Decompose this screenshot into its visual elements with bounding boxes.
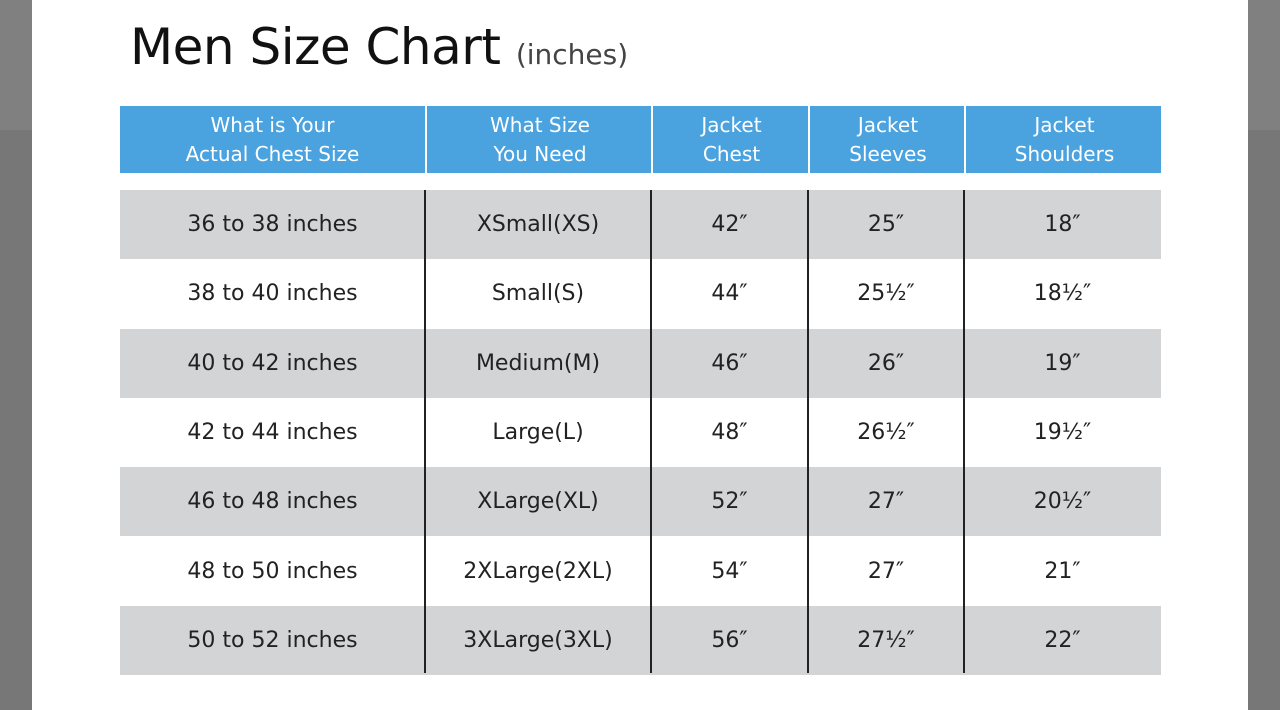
table-cell: 40 to 42 inches xyxy=(187,350,358,376)
table-cell: 26″ xyxy=(867,350,905,376)
column-divider xyxy=(424,190,426,673)
table-cell: 42 to 44 inches xyxy=(187,419,358,445)
table-row: 48 to 50 inches 2XLarge(2XL) 54″ 27″ 21″ xyxy=(120,537,1161,606)
table-cell: 18″ xyxy=(1044,212,1081,237)
table-cell: 25″ xyxy=(867,212,905,237)
table-cell: Small(S) xyxy=(491,281,585,307)
table-cell: 46 to 48 inches xyxy=(187,489,358,515)
table-cell: 20½″ xyxy=(1033,489,1092,515)
table-cell: 25½″ xyxy=(857,281,915,307)
table-cell: 42″ xyxy=(711,212,748,237)
table-cell: 50 to 52 inches xyxy=(187,627,358,653)
table-row: 46 to 48 inches XLarge(XL) 52″ 27″ 20½″ xyxy=(120,467,1161,537)
page-title: Men Size Chart (inches) xyxy=(130,18,628,76)
table-row: 50 to 52 inches 3XLarge(3XL) 56″ 27½″ 22″ xyxy=(120,605,1161,675)
column-divider xyxy=(963,190,965,673)
table-cell: 36 to 38 inches xyxy=(187,212,358,237)
column-divider xyxy=(650,190,652,673)
table-cell: 27½″ xyxy=(857,627,915,653)
table-cell: 27″ xyxy=(867,489,905,515)
table-cell: 18½″ xyxy=(1033,281,1092,307)
column-header: Jacket Chest xyxy=(651,106,810,173)
table-cell: 48″ xyxy=(711,419,748,445)
table-cell: Medium(M) xyxy=(475,350,601,376)
size-chart-modal: Men Size Chart (inches) What is Your Act… xyxy=(32,0,1248,710)
table-cell: 2XLarge(2XL) xyxy=(463,558,613,584)
table-cell: 56″ xyxy=(711,627,748,653)
column-header: Jacket Sleeves xyxy=(808,106,966,173)
table-cell: 22″ xyxy=(1044,627,1081,653)
table-row: 42 to 44 inches Large(L) 48″ 26½″ 19½″ xyxy=(120,398,1161,467)
table-cell: 26½″ xyxy=(857,419,915,445)
table-cell: 48 to 50 inches xyxy=(187,558,358,584)
table-cell: 21″ xyxy=(1044,558,1081,584)
table-row: 36 to 38 inches XSmall(XS) 42″ 25″ 18″ xyxy=(120,190,1161,259)
column-header: What Size You Need xyxy=(425,106,653,173)
table-cell: XLarge(XL) xyxy=(477,489,599,515)
table-cell: XSmall(XS) xyxy=(476,212,600,237)
table-row: 40 to 42 inches Medium(M) 46″ 26″ 19″ xyxy=(120,328,1161,398)
table-cell: 19″ xyxy=(1044,350,1081,376)
table-row: 38 to 40 inches Small(S) 44″ 25½″ 18½″ xyxy=(120,259,1161,328)
column-header: Jacket Shoulders xyxy=(964,106,1163,173)
title-text: Men Size Chart xyxy=(130,18,501,76)
table-cell: 27″ xyxy=(867,558,905,584)
table-cell: 46″ xyxy=(711,350,748,376)
title-unit: (inches) xyxy=(515,38,629,71)
table-cell: 52″ xyxy=(711,489,748,515)
table-cell: 19½″ xyxy=(1033,419,1092,445)
table-cell: 38 to 40 inches xyxy=(187,281,358,307)
column-header: What is Your Actual Chest Size xyxy=(185,112,360,166)
column-divider xyxy=(807,190,809,673)
table-cell: Large(L) xyxy=(492,419,584,445)
table-cell: 54″ xyxy=(711,558,748,584)
table-header: What is Your Actual Chest Size What Size … xyxy=(120,106,1161,173)
table-cell: 44″ xyxy=(711,281,748,307)
table-cell: 3XLarge(3XL) xyxy=(463,627,613,653)
